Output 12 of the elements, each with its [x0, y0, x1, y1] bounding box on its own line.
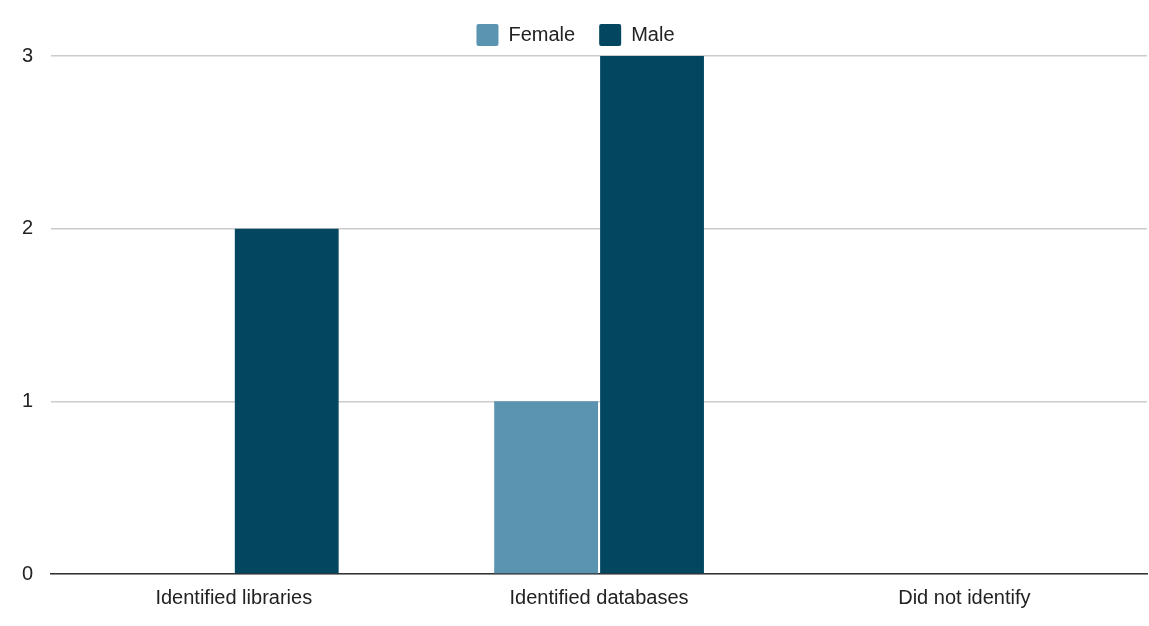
x-tick-label: Identified databases [509, 585, 689, 608]
x-tick-label: Did not identify [898, 585, 1031, 608]
y-tick-label: 1 [22, 388, 34, 411]
legend-label: Female [508, 22, 576, 45]
y-tick-label: 0 [22, 561, 34, 584]
bar [494, 401, 598, 574]
y-tick-label: 2 [22, 216, 34, 239]
x-tick-label: Identified libraries [155, 585, 313, 608]
legend-label: Male [631, 22, 675, 45]
bar [234, 228, 339, 574]
bar [600, 56, 704, 574]
y-tick-label: 3 [22, 43, 34, 66]
